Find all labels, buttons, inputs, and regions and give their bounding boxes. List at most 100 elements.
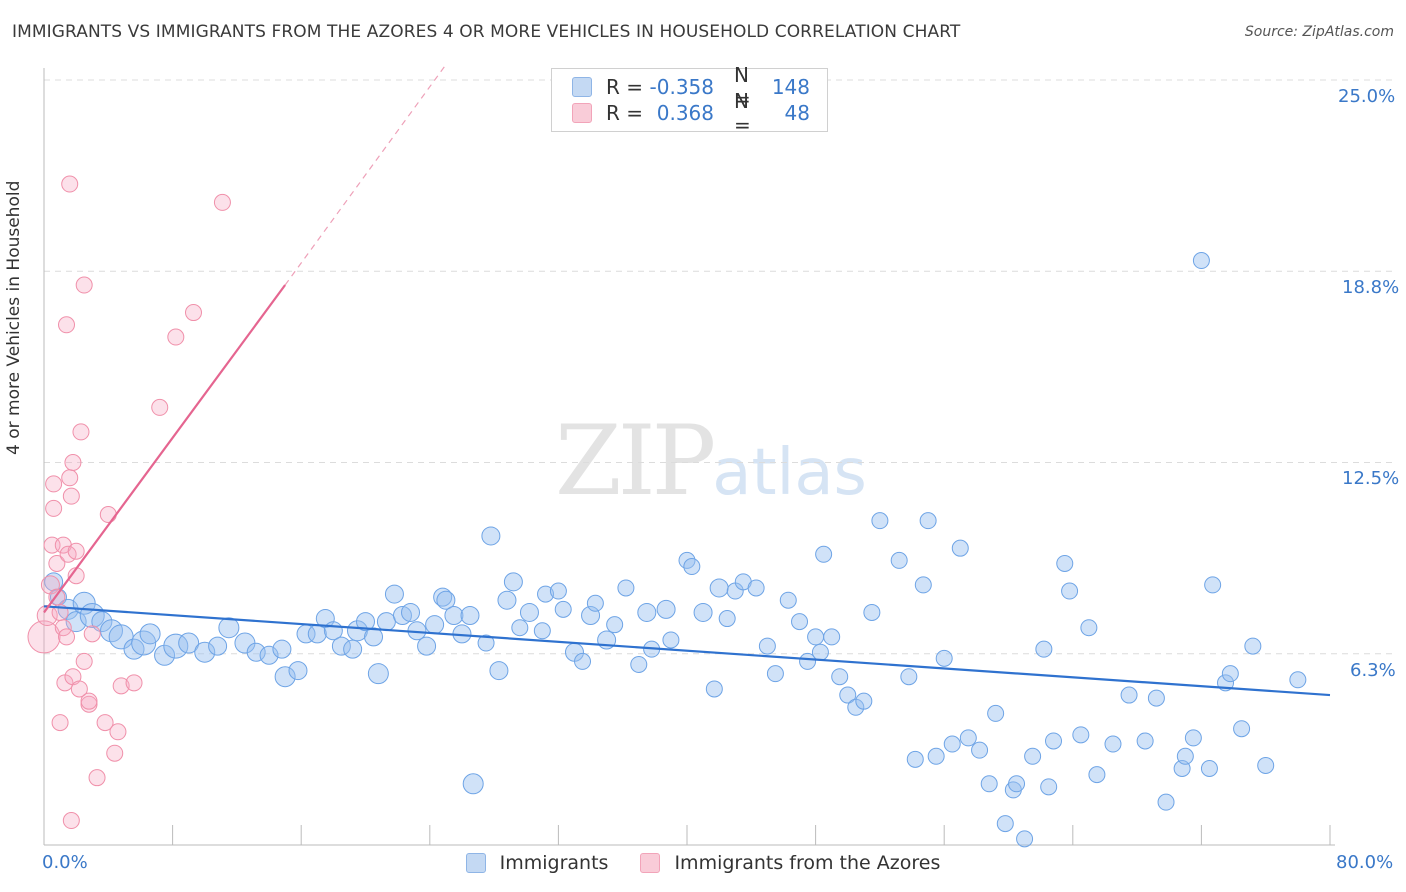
data-point-immigrants	[272, 639, 292, 659]
data-point-immigrants	[288, 661, 308, 681]
data-point-immigrants	[987, 704, 1005, 722]
data-point-immigrants	[758, 637, 776, 655]
data-point-immigrants	[246, 642, 266, 662]
legend-label-azores: Immigrants from the Azores	[674, 852, 941, 874]
data-point-immigrants	[996, 815, 1014, 833]
data-point-immigrants	[497, 590, 517, 610]
data-point-azores	[167, 328, 185, 346]
data-point-azores	[96, 714, 114, 732]
data-point-immigrants	[367, 663, 389, 685]
data-point-immigrants	[1157, 793, 1175, 811]
data-point-azores	[45, 475, 63, 493]
data-point-immigrants	[709, 578, 729, 598]
data-point-immigrants	[807, 628, 825, 646]
legend-r-value: -0.358	[649, 75, 714, 99]
data-point-immigrants	[1088, 766, 1106, 784]
data-point-immigrants	[574, 652, 592, 670]
legend-swatch-pink	[640, 853, 661, 873]
trend-line-azores	[43, 284, 287, 614]
legend-label-immigrants: Immigrants	[499, 852, 609, 874]
data-point-immigrants	[906, 750, 924, 768]
data-point-immigrants	[163, 633, 189, 659]
data-point-immigrants	[554, 600, 572, 618]
data-point-azores	[109, 723, 127, 741]
data-point-immigrants	[971, 741, 989, 759]
data-point-immigrants	[436, 590, 456, 610]
data-point-immigrants	[1035, 640, 1053, 658]
data-point-immigrants	[823, 628, 841, 646]
data-point-azores	[61, 175, 79, 193]
data-point-immigrants	[943, 735, 961, 753]
data-point-azores	[75, 276, 93, 294]
data-point-immigrants	[693, 602, 713, 622]
data-point-immigrants	[683, 558, 701, 576]
data-point-azores	[48, 554, 66, 572]
data-point-azores	[75, 652, 93, 670]
data-point-immigrants	[460, 606, 480, 625]
data-point-immigrants	[799, 652, 817, 670]
data-point-immigrants	[617, 579, 635, 597]
data-point-immigrants	[1192, 252, 1210, 270]
data-point-immigrants	[537, 585, 555, 603]
data-point-immigrants	[1176, 747, 1194, 765]
data-point-immigrants	[444, 606, 464, 625]
data-point-immigrants	[384, 584, 404, 604]
data-point-immigrants	[951, 539, 969, 557]
data-point-immigrants	[1233, 720, 1251, 738]
x-tick-label-max: 80.0%	[1336, 852, 1394, 873]
data-point-azores	[88, 769, 106, 787]
data-point-azores	[70, 680, 88, 698]
data-point-immigrants	[890, 551, 908, 569]
legend-swatch-blue	[572, 77, 592, 97]
legend-item-azores[interactable]: Immigrants from the Azores	[640, 852, 940, 874]
data-point-immigrants	[549, 582, 567, 600]
data-point-immigrants	[919, 512, 937, 530]
data-point-immigrants	[1061, 582, 1079, 600]
y-tick-label-6-3: 6.3%	[1350, 660, 1396, 681]
source-label: Source: ZipAtlas.com	[1244, 24, 1394, 40]
data-point-immigrants	[606, 616, 624, 634]
legend-n-value: 148	[771, 75, 810, 99]
data-point-immigrants	[779, 591, 797, 609]
data-point-immigrants	[139, 623, 161, 645]
data-point-immigrants	[376, 612, 396, 632]
trend-line-azores-extension	[284, 64, 447, 286]
legend-r-label: R =	[606, 75, 644, 99]
y-tick-label-25: 25.0%	[1338, 86, 1396, 107]
data-point-immigrants	[791, 613, 809, 631]
data-point-immigrants	[914, 576, 932, 594]
data-point-immigrants	[331, 636, 351, 656]
y-axis-label: 4 or more Vehicles in Household	[4, 180, 24, 455]
data-point-immigrants	[1024, 747, 1042, 765]
data-point-immigrants	[417, 636, 437, 656]
data-point-immigrants	[425, 615, 445, 635]
data-point-immigrants	[747, 579, 765, 597]
data-point-immigrants	[489, 661, 509, 681]
data-point-immigrants	[477, 634, 495, 652]
legend-r-value: 0.368	[656, 101, 714, 125]
data-point-azores	[213, 193, 231, 211]
data-point-immigrants	[194, 641, 216, 663]
data-point-immigrants	[1056, 554, 1074, 572]
data-point-azores	[62, 812, 80, 830]
data-point-immigrants	[1221, 665, 1239, 683]
data-point-azores	[27, 620, 61, 654]
data-point-immigrants	[1120, 686, 1138, 704]
legend-item-immigrants[interactable]: Immigrants	[465, 852, 609, 874]
chart-title: IMMIGRANTS VS IMMIGRANTS FROM THE AZORES…	[12, 22, 961, 42]
data-point-immigrants	[1184, 729, 1202, 747]
data-point-immigrants	[630, 655, 648, 673]
data-point-immigrants	[656, 599, 676, 619]
data-point-immigrants	[900, 668, 918, 686]
data-point-azores	[80, 692, 98, 710]
data-point-immigrants	[766, 665, 784, 683]
data-point-immigrants	[511, 619, 529, 637]
y-tick-label-18-8: 18.8%	[1342, 277, 1400, 298]
data-point-azores	[62, 487, 80, 505]
data-point-immigrants	[503, 572, 523, 592]
data-point-immigrants	[178, 632, 200, 654]
watermark: ZIPatlas	[555, 405, 867, 517]
data-point-immigrants	[1257, 756, 1275, 774]
data-point-immigrants	[1080, 619, 1098, 637]
x-tick-label-min: 0.0%	[42, 852, 88, 873]
